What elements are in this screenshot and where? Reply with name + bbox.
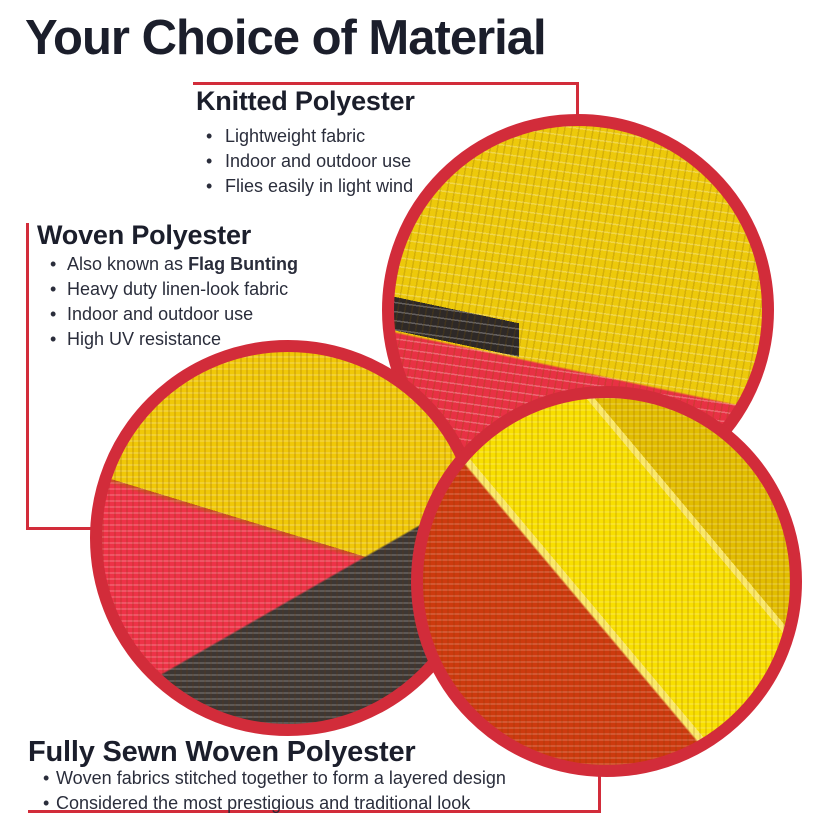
fully-sewn-bullet-list: Woven fabrics stitched together to form … <box>43 766 506 816</box>
knitted-connector-horizontal-line <box>193 82 579 85</box>
bullet-item: Indoor and outdoor use <box>206 149 413 174</box>
fully-sewn-fabric-swatch-image <box>411 386 802 777</box>
woven-polyester-fabric-swatch-image <box>90 340 486 736</box>
bullet-item: Considered the most prestigious and trad… <box>43 791 506 816</box>
bullet-item: Flies easily in light wind <box>206 174 413 199</box>
fully-sewn-connector-vertical-line <box>598 774 601 813</box>
bullet-item: Woven fabrics stitched together to form … <box>43 766 506 791</box>
woven-connector-vertical-line <box>26 223 29 530</box>
bullet-item: Heavy duty linen-look fabric <box>50 277 298 302</box>
bullet-item: High UV resistance <box>50 327 298 352</box>
fully-sewn-section-heading: Fully Sewn Woven Polyester <box>28 736 416 768</box>
bullet-item: Indoor and outdoor use <box>50 302 298 327</box>
bullet-item: Also known as Flag Bunting <box>50 252 298 277</box>
page-title: Your Choice of Material <box>25 11 547 65</box>
woven-connector-horizontal-line <box>26 527 98 530</box>
knitted-section-heading: Knitted Polyester <box>196 86 415 116</box>
bullet-item: Lightweight fabric <box>206 124 413 149</box>
woven-bullet-list: Also known as Flag BuntingHeavy duty lin… <box>50 252 298 352</box>
woven-section-heading: Woven Polyester <box>37 220 252 250</box>
knitted-bullet-list: Lightweight fabricIndoor and outdoor use… <box>206 124 413 199</box>
knitted-connector-vertical-line <box>576 82 579 120</box>
